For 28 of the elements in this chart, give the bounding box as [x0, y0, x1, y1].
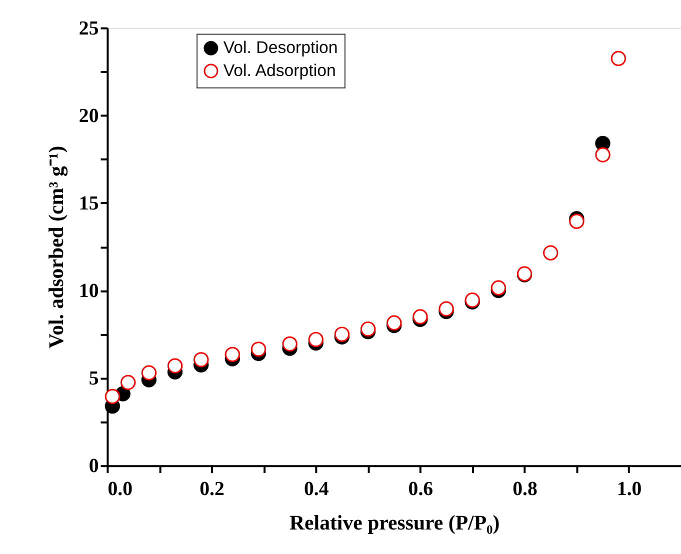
- point: [224, 346, 240, 362]
- point: [360, 321, 376, 337]
- x-tick-label: 0.0: [108, 478, 133, 500]
- point: [282, 336, 298, 352]
- x-tick-label: 0.6: [408, 478, 434, 500]
- y-tick-label: 5: [88, 368, 99, 390]
- y-tick-label: 20: [78, 104, 99, 127]
- point: [308, 332, 324, 348]
- point: [141, 365, 157, 380]
- x-tick-label: 0.2: [200, 478, 225, 500]
- y-tick-label: 0: [88, 455, 99, 478]
- y-tick-label: 10: [78, 280, 99, 302]
- x-tick-label: 1.0: [616, 478, 642, 500]
- x-tick-label: 0.8: [512, 478, 538, 500]
- y-tick-label: 25: [78, 17, 99, 40]
- point: [386, 315, 402, 330]
- point: [490, 280, 506, 296]
- point: [438, 301, 454, 316]
- y-axis-title: Vol. adsorbed (cm³ g⁻¹): [44, 146, 68, 349]
- point: [250, 342, 266, 357]
- legend-label: Vol. Desorption: [223, 38, 338, 58]
- point: [104, 388, 120, 404]
- legend-label: Vol. Adsorption: [223, 60, 336, 80]
- point: [167, 358, 183, 374]
- point: [194, 352, 209, 368]
- x-axis-title: Relative pressure (P/P₀): [289, 510, 500, 535]
- y-tick-label: 15: [78, 192, 99, 214]
- x-tick-label: 0.4: [304, 478, 329, 500]
